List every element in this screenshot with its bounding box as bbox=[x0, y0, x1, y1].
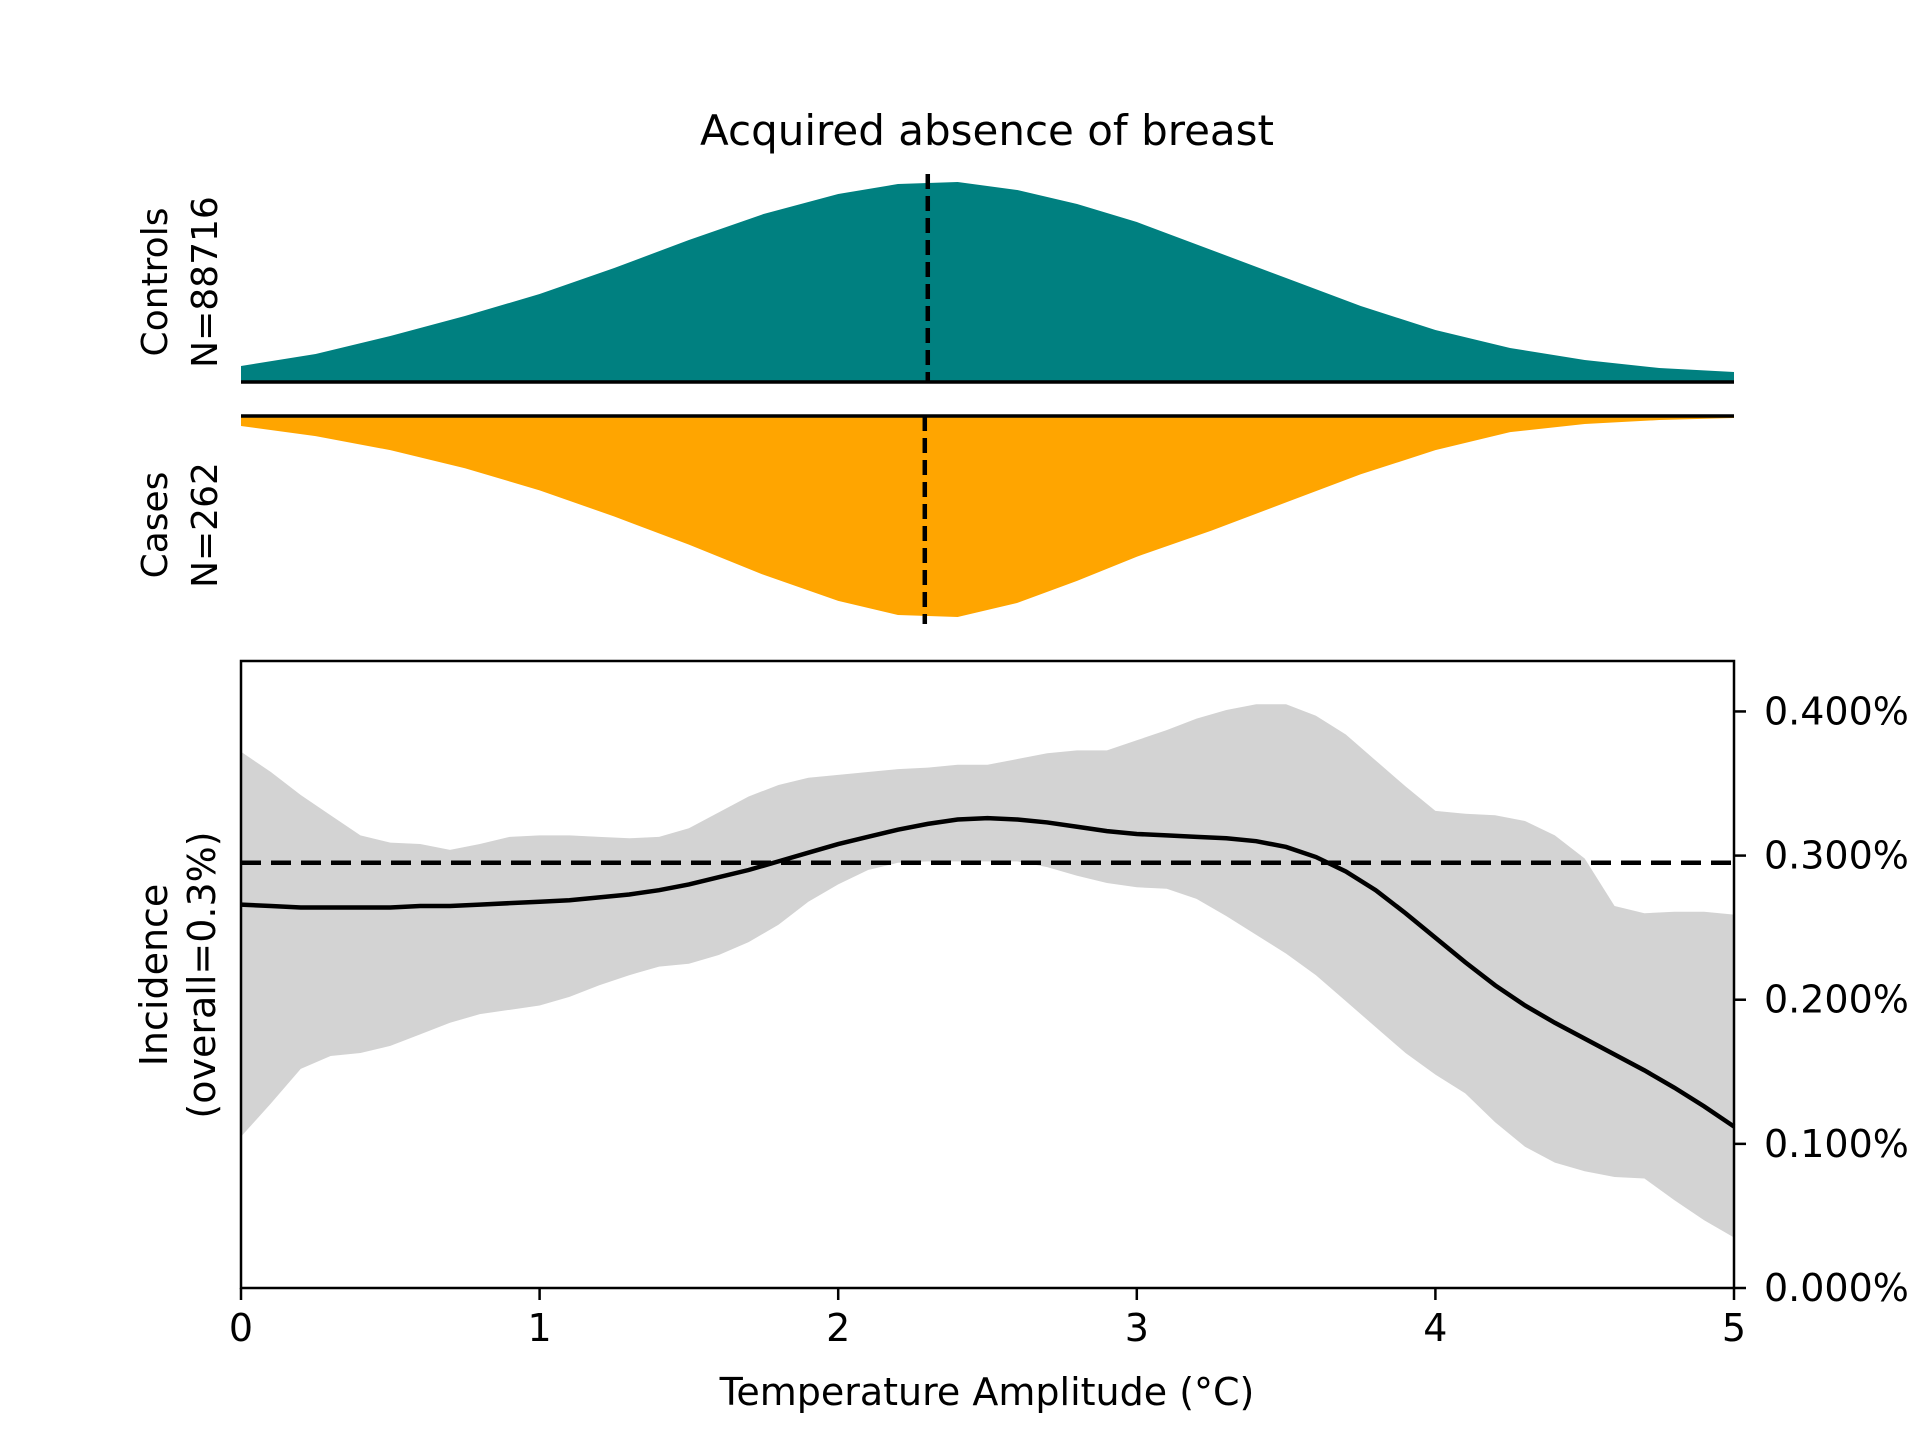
y-tick-label: 0.000% bbox=[1764, 1266, 1909, 1310]
cases-density-area bbox=[241, 416, 1734, 617]
x-tick-label: 1 bbox=[528, 1306, 552, 1350]
controls-n-label: N=88716 bbox=[185, 196, 226, 368]
y-axis-ticks: 0.000% 0.100% 0.200% 0.300% 0.400% bbox=[1734, 689, 1909, 1310]
x-axis-label: Temperature Amplitude (°C) bbox=[719, 1370, 1255, 1414]
plot-frame bbox=[239, 659, 1736, 1290]
x-tick-label: 5 bbox=[1722, 1306, 1746, 1350]
x-axis-ticks: 0 1 2 3 4 5 bbox=[229, 1288, 1746, 1350]
y-tick-label: 0.400% bbox=[1764, 689, 1909, 733]
x-tick-label: 4 bbox=[1423, 1306, 1447, 1350]
chart-title: Acquired absence of breast bbox=[700, 106, 1274, 155]
y-tick-label: 0.100% bbox=[1764, 1122, 1909, 1166]
x-tick-label: 0 bbox=[229, 1306, 253, 1350]
cases-label: Cases bbox=[135, 472, 176, 579]
controls-label: Controls bbox=[135, 208, 176, 357]
x-tick-label: 3 bbox=[1125, 1306, 1149, 1350]
incidence-line bbox=[240, 815, 1736, 1129]
y-axis-label-line1: Incidence bbox=[132, 884, 176, 1067]
confidence-band bbox=[241, 704, 1734, 1238]
y-tick-label: 0.200% bbox=[1764, 978, 1909, 1022]
y-axis-label-line2: (overall=0.3%) bbox=[180, 831, 224, 1118]
incidence-panel: 0 1 2 3 4 5 0.000% 0.100% 0.200% 0.300% 0.400% Te… bbox=[132, 659, 1909, 1414]
controls-distribution: Controls N=88716 bbox=[135, 174, 1734, 384]
x-tick-label: 2 bbox=[826, 1306, 850, 1350]
y-tick-label: 0.300% bbox=[1764, 834, 1909, 878]
controls-density-area bbox=[241, 182, 1734, 382]
cases-n-label: N=262 bbox=[185, 462, 226, 588]
cases-distribution: Cases N=262 bbox=[135, 414, 1734, 624]
